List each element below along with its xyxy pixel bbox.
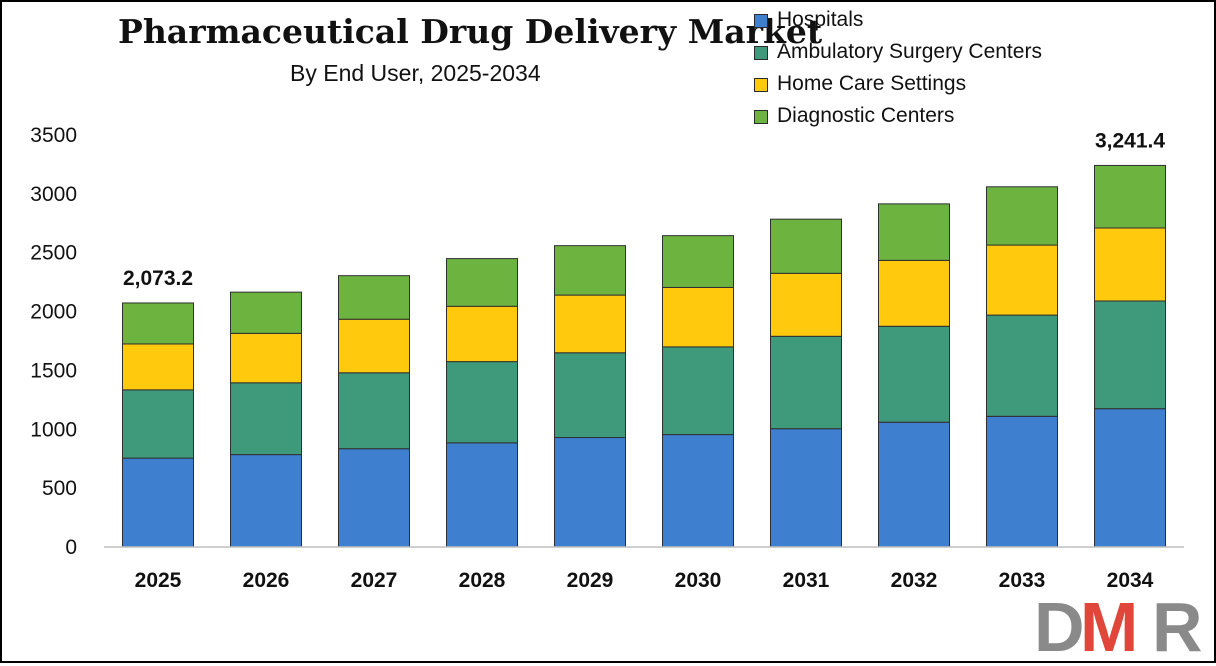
bar-segment-home-care-settings-2028 (446, 305, 518, 363)
bar-segment-hospitals-2033 (986, 415, 1058, 548)
bar-segment-hospitals-2025 (122, 457, 194, 548)
x-tick-label: 2032 (891, 569, 938, 592)
bar-segment-diagnostic-centers-2025 (122, 302, 194, 345)
bar-segment-diagnostic-centers-2032 (878, 203, 950, 261)
bar-segment-home-care-settings-2029 (554, 294, 626, 354)
bar-segment-diagnostic-centers-2028 (446, 258, 518, 307)
bar-segment-home-care-settings-2032 (878, 259, 950, 327)
y-axis: 0 500 1000 1500 2000 2500 3000 3500 (30, 124, 77, 559)
bar-segment-ambulatory-surgery-centers-2028 (446, 361, 518, 444)
total-label-2034: 3,241.4 (1095, 129, 1165, 152)
bar-segment-hospitals-2034 (1094, 408, 1166, 548)
legend-label-ambulatory-surgery-centers: Ambulatory Surgery Centers (777, 40, 1042, 63)
y-tick-label: 2000 (30, 301, 77, 324)
bar-segment-ambulatory-surgery-centers-2026 (230, 382, 302, 456)
y-tick-label: 3500 (30, 124, 77, 147)
y-tick-label: 2500 (30, 242, 77, 265)
y-tick-label: 3000 (30, 183, 77, 206)
legend-swatch-ambulatory-surgery-centers (754, 46, 768, 60)
legend-swatch-hospitals (754, 14, 768, 28)
legend-label-hospitals: Hospitals (777, 8, 864, 31)
logo-letter-d: D (1034, 588, 1085, 666)
bar-segment-home-care-settings-2030 (662, 286, 734, 348)
bar-segment-hospitals-2028 (446, 442, 518, 548)
bar-segment-home-care-settings-2026 (230, 332, 302, 384)
bar-segment-ambulatory-surgery-centers-2033 (986, 314, 1058, 417)
bar-segment-diagnostic-centers-2030 (662, 235, 734, 288)
legend-swatch-home-care-settings (754, 78, 768, 92)
bar-segment-diagnostic-centers-2034 (1094, 164, 1166, 229)
bar-segment-ambulatory-surgery-centers-2025 (122, 389, 194, 459)
x-tick-label: 2027 (351, 569, 398, 592)
x-tick-label: 2028 (459, 569, 506, 592)
y-tick-label: 1000 (30, 418, 77, 441)
bar-segment-diagnostic-centers-2033 (986, 186, 1058, 246)
x-tick-label: 2030 (675, 569, 722, 592)
bar-segment-hospitals-2031 (770, 428, 842, 548)
y-tick-label: 500 (42, 477, 77, 500)
bar-segment-diagnostic-centers-2031 (770, 218, 842, 274)
x-tick-label: 2025 (135, 569, 182, 592)
x-tick-label: 2026 (243, 569, 290, 592)
bar-segment-ambulatory-surgery-centers-2032 (878, 325, 950, 423)
x-tick-label: 2029 (567, 569, 614, 592)
bar-segment-ambulatory-surgery-centers-2031 (770, 335, 842, 430)
bar-segment-hospitals-2026 (230, 454, 302, 548)
y-tick-label: 1500 (30, 359, 77, 382)
legend-swatch-diagnostic-centers (754, 110, 768, 124)
bar-segment-diagnostic-centers-2029 (554, 245, 626, 296)
y-tick-label: 0 (65, 536, 77, 559)
bar-segment-diagnostic-centers-2026 (230, 291, 302, 334)
bar-segment-hospitals-2027 (338, 448, 410, 548)
bar-segment-ambulatory-surgery-centers-2034 (1094, 300, 1166, 410)
bars-group (122, 164, 1166, 548)
legend-label-diagnostic-centers: Diagnostic Centers (777, 104, 955, 127)
bar-segment-home-care-settings-2025 (122, 343, 194, 391)
bar-segment-diagnostic-centers-2027 (338, 275, 410, 320)
bar-segment-hospitals-2030 (662, 434, 734, 548)
x-tick-label: 2031 (783, 569, 830, 592)
bar-segment-home-care-settings-2034 (1094, 227, 1166, 302)
dmr-logo: D M R (1032, 588, 1210, 666)
logo-letter-r: R (1152, 588, 1203, 666)
x-tick-label: 2033 (999, 569, 1046, 592)
total-label-2025: 2,073.2 (123, 267, 193, 290)
bar-segment-ambulatory-surgery-centers-2029 (554, 352, 626, 439)
bar-segment-ambulatory-surgery-centers-2030 (662, 346, 734, 436)
bar-segment-home-care-settings-2033 (986, 244, 1058, 316)
bar-segment-hospitals-2032 (878, 421, 950, 548)
logo-letter-m: M (1080, 588, 1138, 666)
chart-title: Pharmaceutical Drug Delivery Market (118, 12, 823, 51)
legend-label-home-care-settings: Home Care Settings (777, 72, 967, 95)
bar-segment-home-care-settings-2027 (338, 318, 410, 374)
bar-segment-ambulatory-surgery-centers-2027 (338, 372, 410, 450)
chart-subtitle: By End User, 2025-2034 (290, 60, 541, 86)
x-tick-label: 2034 (1107, 569, 1154, 592)
bar-segment-hospitals-2029 (554, 437, 626, 548)
annotations-group: 2,073.2 3,241.4 (123, 129, 1165, 290)
x-axis: 2025 2026 2027 2028 2029 2030 2031 2032 2033 2034 (104, 546, 1184, 592)
bar-segment-home-care-settings-2031 (770, 272, 842, 337)
